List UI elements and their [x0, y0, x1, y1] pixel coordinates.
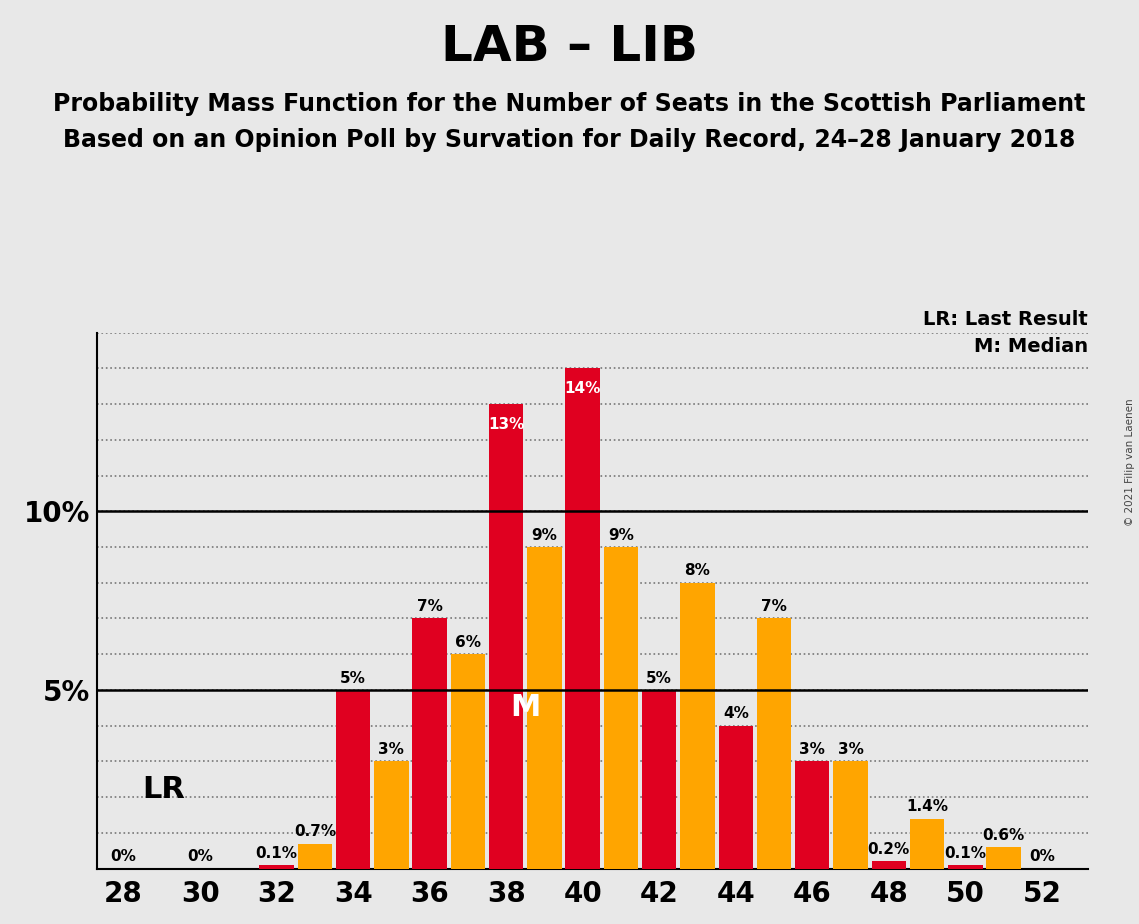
Text: 1.4%: 1.4% — [906, 799, 948, 814]
Text: M: M — [510, 693, 541, 723]
Bar — [910, 819, 944, 869]
Text: 0.7%: 0.7% — [294, 824, 336, 839]
Text: 9%: 9% — [532, 528, 557, 542]
Bar — [565, 369, 600, 869]
Text: 6%: 6% — [454, 635, 481, 650]
Bar — [527, 547, 562, 869]
Text: 4%: 4% — [723, 706, 748, 722]
Text: Based on an Opinion Poll by Survation for Daily Record, 24–28 January 2018: Based on an Opinion Poll by Survation fo… — [64, 128, 1075, 152]
Text: 0%: 0% — [110, 849, 137, 864]
Text: 0.1%: 0.1% — [944, 845, 986, 860]
Text: © 2021 Filip van Laenen: © 2021 Filip van Laenen — [1125, 398, 1134, 526]
Text: 0.2%: 0.2% — [868, 842, 910, 857]
Bar — [834, 761, 868, 869]
Text: 13%: 13% — [487, 417, 524, 432]
Bar — [719, 725, 753, 869]
Bar — [642, 690, 677, 869]
Text: Probability Mass Function for the Number of Seats in the Scottish Parliament: Probability Mass Function for the Number… — [54, 92, 1085, 116]
Text: 3%: 3% — [837, 742, 863, 757]
Text: 14%: 14% — [565, 381, 601, 395]
Text: 8%: 8% — [685, 564, 711, 578]
Bar — [412, 618, 446, 869]
Text: 0.1%: 0.1% — [255, 845, 297, 860]
Text: 0%: 0% — [187, 849, 213, 864]
Text: 7%: 7% — [761, 599, 787, 614]
Bar — [375, 761, 409, 869]
Text: M: Median: M: Median — [974, 337, 1088, 357]
Text: 0.6%: 0.6% — [983, 828, 1025, 843]
Text: 3%: 3% — [800, 742, 826, 757]
Text: 0%: 0% — [1029, 849, 1055, 864]
Text: LR: Last Result: LR: Last Result — [923, 310, 1088, 329]
Text: 3%: 3% — [378, 742, 404, 757]
Bar — [871, 861, 906, 869]
Bar — [948, 865, 983, 869]
Bar — [795, 761, 829, 869]
Bar — [986, 847, 1021, 869]
Bar — [680, 583, 714, 869]
Bar — [604, 547, 638, 869]
Bar — [756, 618, 792, 869]
Bar — [260, 865, 294, 869]
Text: 5%: 5% — [646, 671, 672, 686]
Text: LAB – LIB: LAB – LIB — [441, 23, 698, 71]
Bar — [489, 404, 524, 869]
Text: 5%: 5% — [341, 671, 366, 686]
Text: 9%: 9% — [608, 528, 634, 542]
Bar — [451, 654, 485, 869]
Text: LR: LR — [142, 775, 186, 805]
Bar — [297, 844, 333, 869]
Text: 7%: 7% — [417, 599, 443, 614]
Bar — [336, 690, 370, 869]
